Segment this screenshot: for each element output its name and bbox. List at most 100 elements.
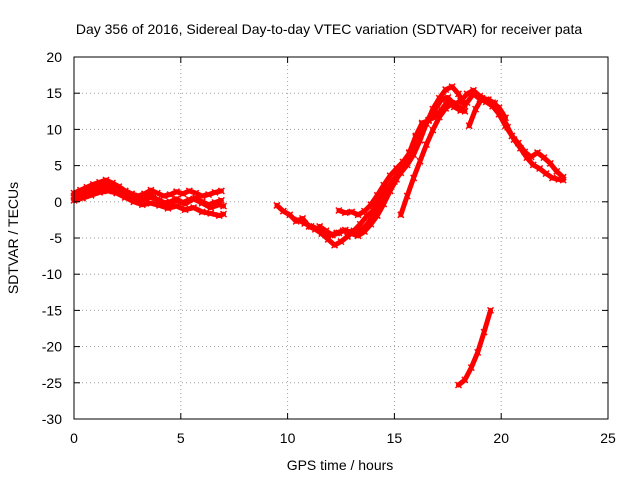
data-point-cross [540, 154, 548, 162]
x-tick-label: 15 [387, 430, 403, 446]
data-point-cross [410, 151, 418, 159]
data-point-cross [96, 185, 104, 194]
series-arc-11 [454, 306, 495, 389]
data-point-cross [113, 185, 121, 193]
data-point-cross [474, 348, 482, 356]
data-point-cross [442, 86, 450, 94]
data-point-cross [510, 136, 518, 144]
data-point-cross [472, 105, 480, 113]
data-point-cross [393, 175, 401, 183]
data-point-cross [533, 149, 542, 157]
data-point-cross [360, 227, 369, 236]
data-point-cross [360, 207, 369, 215]
y-tick-label: -5 [50, 230, 63, 246]
data-point-cross [166, 191, 174, 199]
data-point-cross [294, 216, 302, 224]
data-point-cross [348, 208, 356, 216]
data-point-cross [104, 183, 112, 191]
data-point-cross [192, 189, 200, 197]
y-tick-label: -25 [42, 375, 62, 391]
data-point-cross [486, 306, 495, 314]
data-point-cross [454, 103, 463, 111]
data-point-cross [429, 126, 437, 134]
y-axis-label: SDTVAR / TECUs [5, 182, 21, 294]
x-tick-label: 0 [70, 430, 78, 446]
data-point-cross [497, 110, 505, 118]
data-series [70, 83, 567, 389]
data-point-cross [469, 90, 477, 98]
data-point-cross [87, 189, 95, 197]
data-point-cross [198, 208, 206, 216]
data-point-cross [465, 122, 473, 130]
data-point-cross [147, 199, 155, 207]
data-point-cross [546, 159, 554, 167]
data-point-cross [273, 201, 281, 209]
data-point-cross [172, 196, 181, 204]
axis-ticks: 0 5 10 15 20 25 -30 -25 -20 -15 -10 -5 0 5 10 15 20 [42, 49, 616, 446]
data-point-cross [386, 187, 394, 195]
data-point-cross [463, 90, 471, 98]
y-tick-label: -30 [42, 411, 62, 427]
data-point-cross [548, 174, 556, 182]
data-point-cross [491, 99, 499, 107]
series-arc-4 [70, 183, 228, 212]
data-point-cross [190, 195, 198, 203]
data-point-cross [412, 133, 420, 141]
data-point-cross [153, 189, 161, 197]
y-tick-label: -20 [42, 339, 62, 355]
data-point-cross [386, 172, 394, 180]
data-point-cross [286, 211, 294, 219]
data-point-cross [422, 141, 430, 149]
data-point-cross [442, 104, 450, 112]
data-point-cross [205, 191, 213, 199]
data-point-cross [516, 144, 524, 152]
data-point-cross [140, 190, 149, 198]
data-point-cross [399, 158, 407, 166]
data-point-cross [444, 97, 452, 105]
data-point-cross [121, 189, 129, 197]
data-point-cross [356, 220, 364, 228]
data-point-cross [484, 96, 492, 104]
data-point-cross [217, 187, 225, 195]
data-point-cross [529, 161, 537, 169]
y-tick-label: 15 [46, 85, 62, 101]
data-point-cross [523, 154, 531, 162]
data-point-cross [147, 193, 155, 201]
data-point-cross [301, 219, 309, 228]
x-tick-label: 10 [280, 430, 296, 446]
data-point-cross [181, 206, 189, 214]
data-point-cross [354, 232, 362, 240]
chart-title: Day 356 of 2016, Sidereal Day-to-day VTE… [76, 21, 583, 37]
data-point-cross [172, 188, 181, 196]
y-tick-label: 10 [46, 121, 62, 137]
data-point-cross [418, 120, 426, 128]
data-point-cross [410, 174, 418, 182]
data-point-cross [190, 204, 198, 212]
data-point-cross [405, 149, 413, 157]
data-point-cross [79, 191, 87, 199]
data-point-cross [380, 200, 388, 208]
data-point-cross [457, 97, 465, 105]
data-point-cross [467, 364, 475, 372]
data-point-cross [219, 210, 228, 218]
y-tick-label: -15 [42, 302, 62, 318]
data-point-cross [354, 211, 362, 219]
data-point-cross [480, 328, 488, 336]
data-point-cross [463, 99, 471, 107]
x-tick-label: 5 [177, 430, 185, 446]
data-point-cross [435, 113, 443, 121]
y-tick-label: 20 [46, 49, 62, 65]
data-point-cross [328, 231, 336, 239]
data-point-cross [373, 212, 381, 220]
data-point-cross [130, 192, 138, 200]
data-point-cross [89, 184, 97, 192]
data-point-cross [322, 227, 330, 235]
data-point-cross [279, 207, 287, 215]
x-tick-label: 20 [493, 430, 509, 446]
data-point-cross [416, 136, 424, 144]
x-tick-label: 25 [600, 430, 616, 446]
data-point-cross [397, 211, 405, 219]
data-point-cross [335, 206, 343, 215]
data-point-cross [348, 230, 356, 238]
data-point-cross [164, 200, 172, 208]
